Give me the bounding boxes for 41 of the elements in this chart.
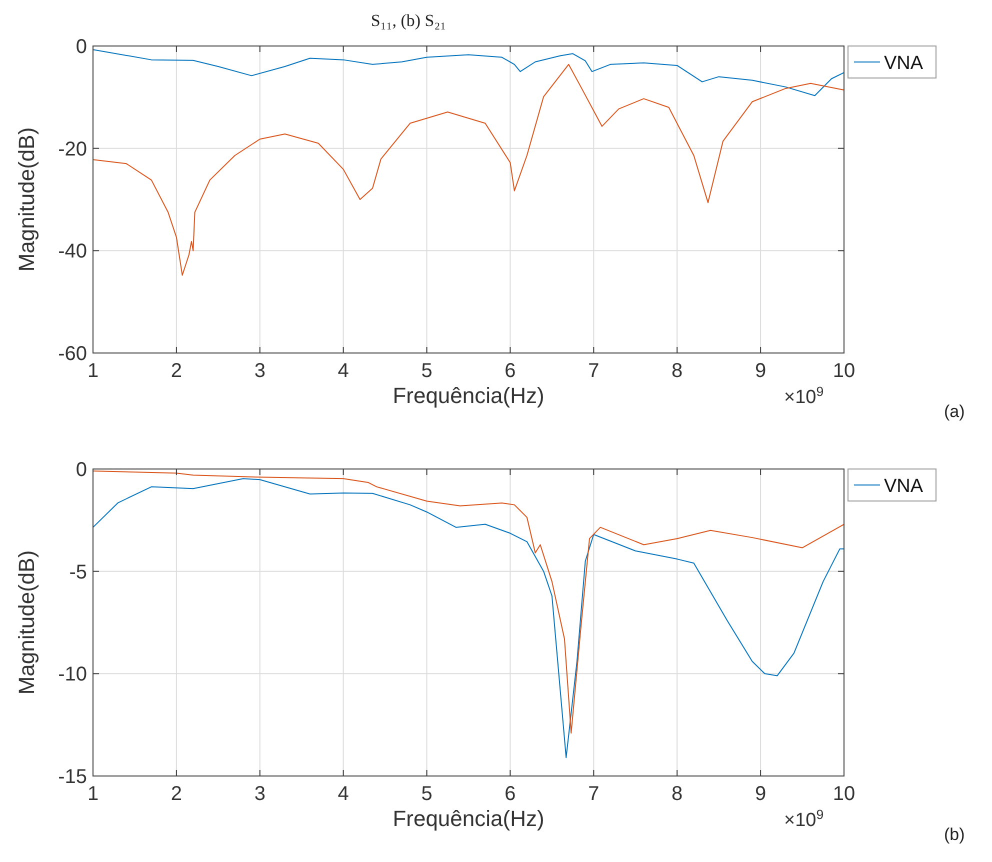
x-tick-label: 3	[254, 783, 266, 805]
chart-title: S₁₁, (b) S₂₁	[370, 11, 446, 30]
line-series	[92, 49, 844, 96]
text: (a)	[944, 402, 965, 421]
line-series	[92, 64, 844, 276]
y-axis-title: Magnitude(dB)	[14, 127, 39, 272]
x-tick-label: 2	[170, 783, 182, 805]
y-tick-label: 0	[76, 459, 87, 481]
x-tick-label: 7	[588, 360, 600, 382]
y-tick-label: -20	[58, 138, 87, 160]
y-tick-label: 0	[76, 36, 87, 58]
x-tick-label: 9	[754, 360, 766, 382]
x-tick-label: 4	[338, 783, 349, 805]
x-tick-label: 5	[421, 360, 432, 382]
text: ×10$^{9}$	[784, 806, 824, 831]
x-tick-label: 1	[87, 783, 99, 805]
x-tick-label: 8	[672, 783, 683, 805]
x-axis-title: Frequência(Hz)	[392, 806, 544, 831]
text: ×10$^{9}$	[784, 384, 824, 408]
legend-label: VNA	[884, 53, 924, 74]
y-tick-label: -60	[58, 343, 87, 365]
y-tick-label: -5	[69, 561, 87, 584]
x-axis-title: Frequência(Hz)	[392, 383, 544, 408]
x-tick-label: 3	[254, 360, 266, 382]
y-axis-title: Magnitude(dB)	[14, 550, 39, 695]
x-tick-label: 6	[504, 783, 516, 805]
text: (b)	[944, 825, 965, 844]
x-tick-label: 9	[754, 783, 766, 805]
x-tick-label: 7	[588, 783, 600, 805]
x-tick-label: 10	[832, 360, 856, 382]
y-tick-label: -40	[58, 240, 87, 263]
y-tick-label: -10	[58, 664, 87, 686]
x-tick-label: 1	[87, 360, 99, 382]
x-tick-label: 8	[672, 360, 683, 382]
x-tick-label: 5	[421, 783, 432, 805]
x-tick-label: 6	[504, 360, 516, 382]
x-tick-label: 4	[338, 360, 349, 382]
x-tick-label: 2	[170, 360, 182, 382]
legend-label: VNA	[884, 476, 924, 497]
y-tick-label: -15	[58, 766, 87, 788]
x-tick-label: 10	[832, 783, 856, 805]
